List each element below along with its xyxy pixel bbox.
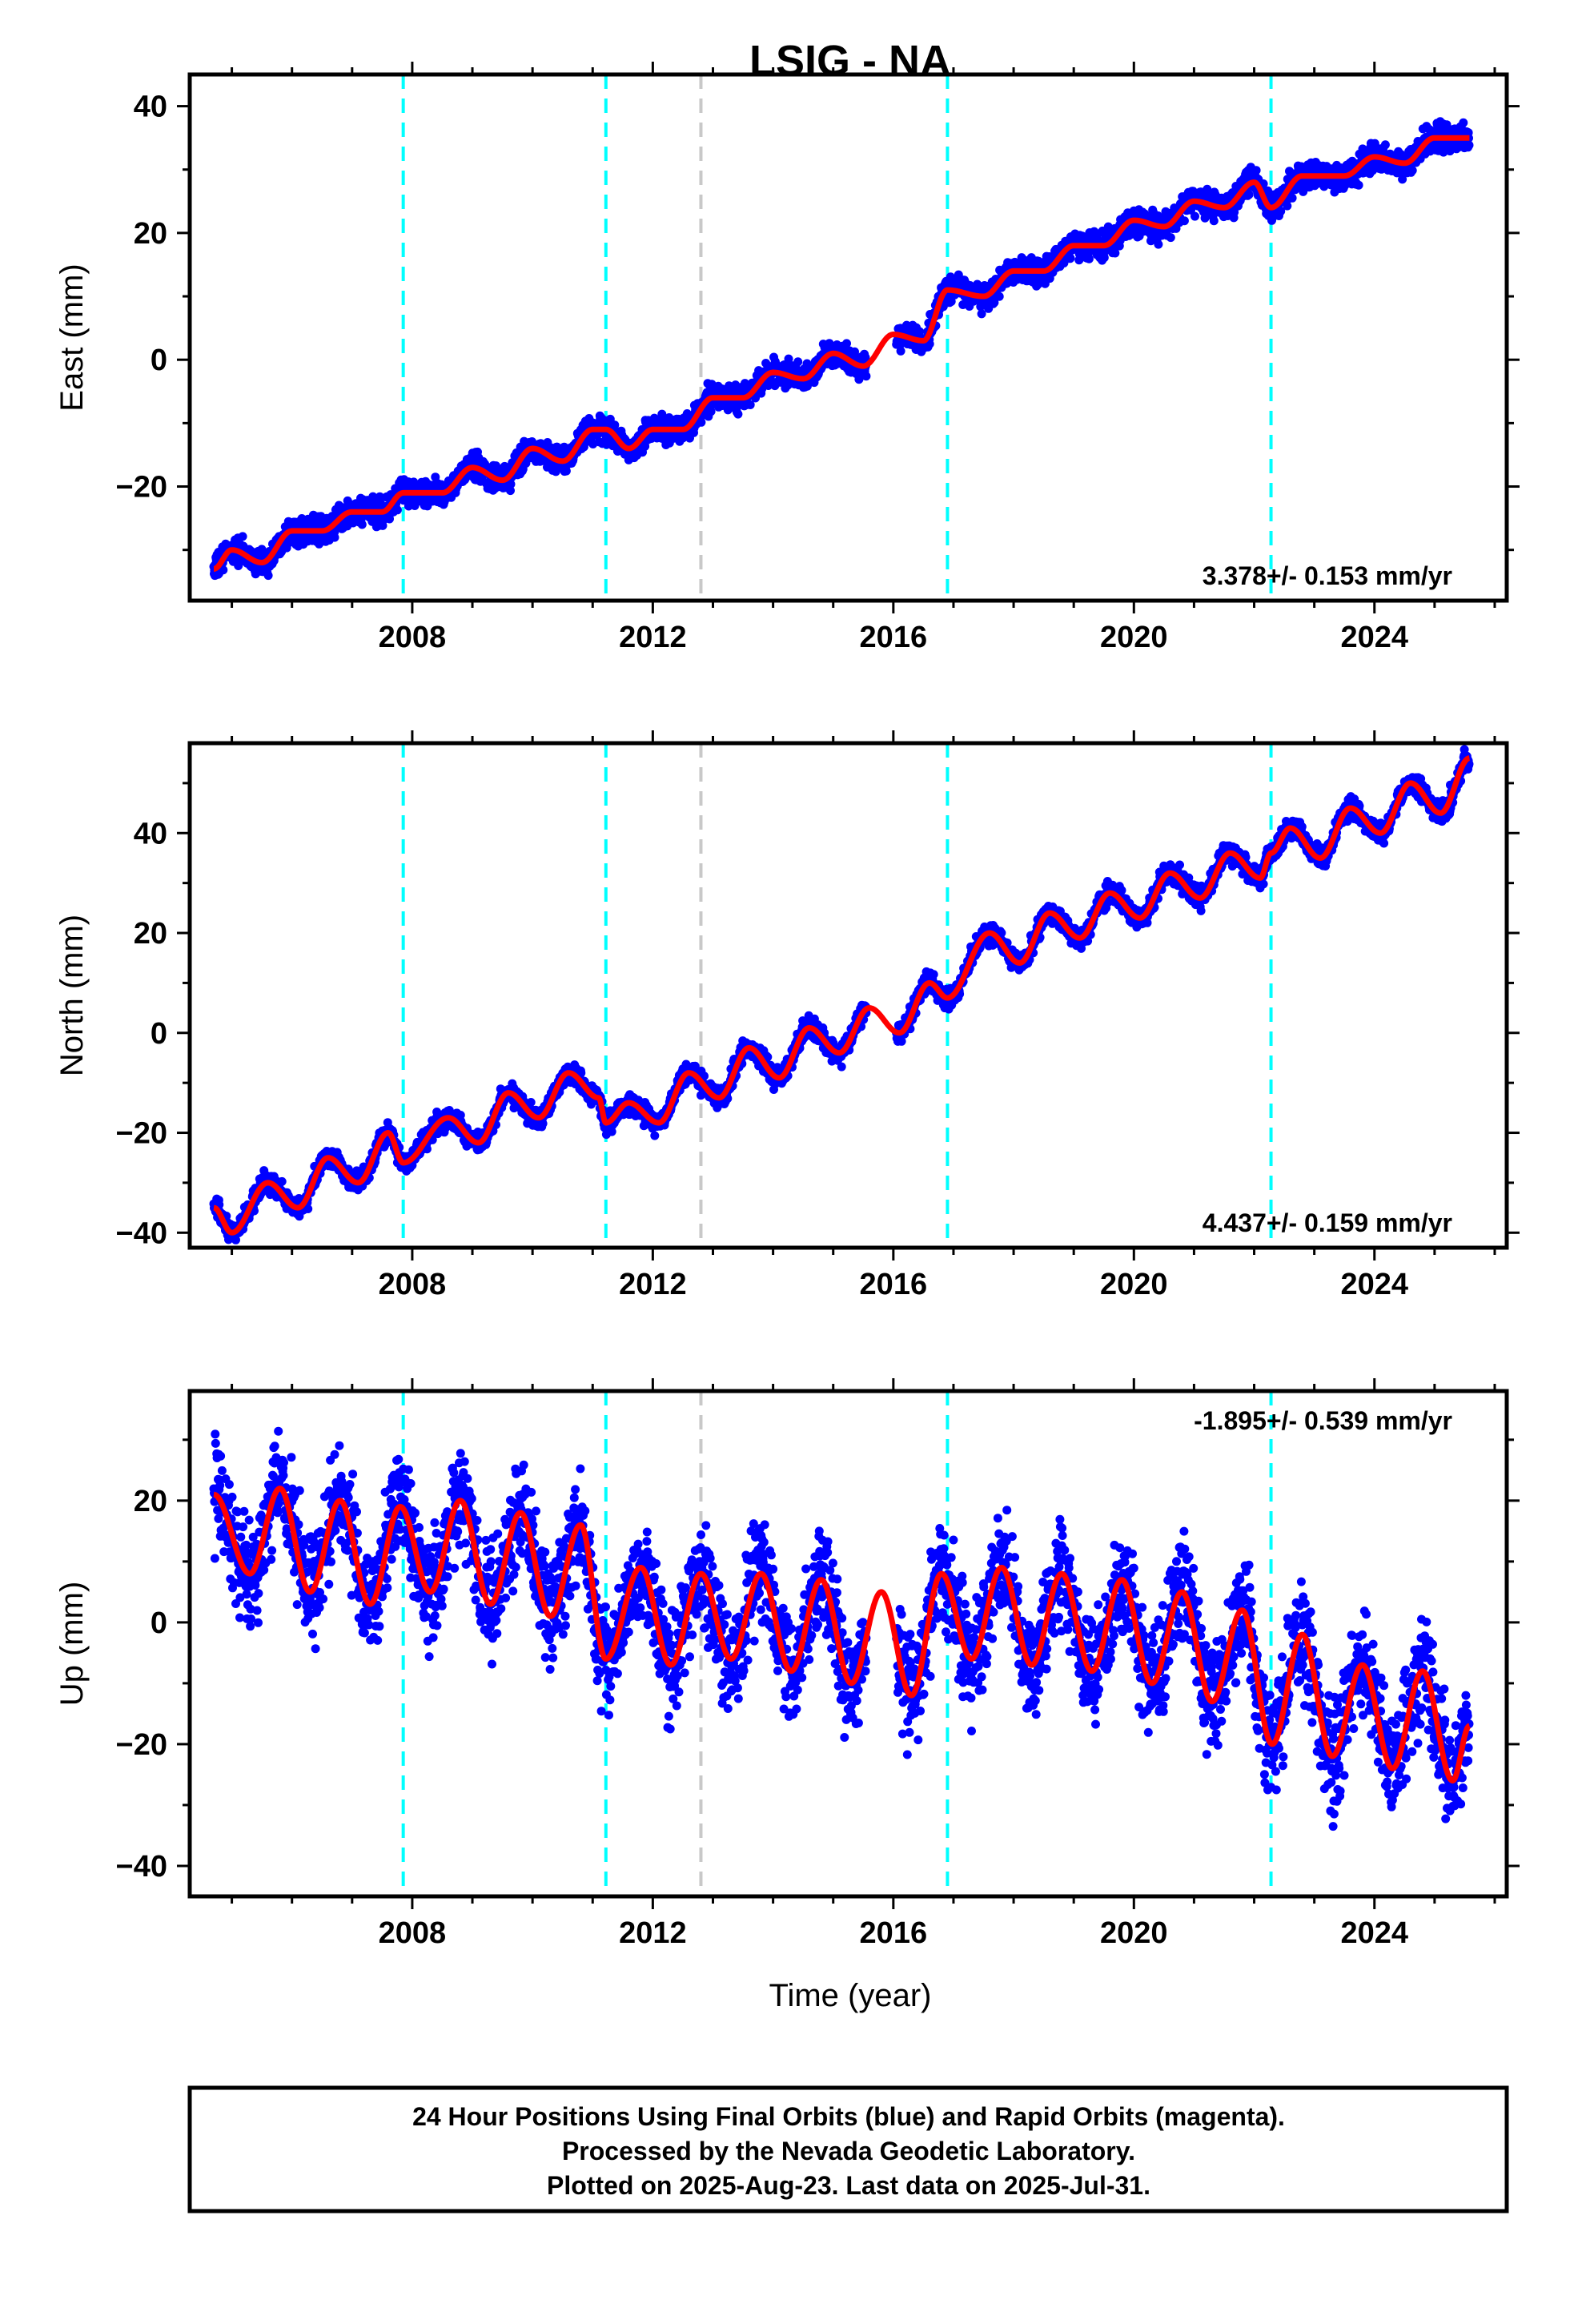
data-point bbox=[861, 372, 871, 381]
data-point bbox=[219, 565, 228, 575]
data-point bbox=[977, 309, 986, 319]
data-point bbox=[238, 532, 247, 541]
data-points-east bbox=[209, 117, 1474, 581]
data-point bbox=[784, 354, 793, 364]
data-point bbox=[560, 442, 569, 452]
figure-title: LSIG - NA bbox=[749, 37, 951, 85]
data-point bbox=[526, 1098, 536, 1107]
data-point bbox=[263, 571, 273, 581]
panels-group: 2008 2012 2016 2020 2024 −20 0 20 40 East (mm) 3.3… bbox=[54, 62, 1520, 1950]
data-point bbox=[706, 407, 716, 416]
data-point bbox=[1066, 253, 1075, 263]
data-point bbox=[946, 297, 956, 306]
data-point bbox=[1209, 216, 1219, 226]
data-point bbox=[733, 409, 743, 419]
x-tick-label: 2016 bbox=[860, 621, 928, 654]
data-point bbox=[561, 466, 571, 476]
y-tick-label: −20 bbox=[116, 471, 167, 505]
data-point bbox=[793, 357, 803, 367]
data-point bbox=[1251, 166, 1261, 175]
data-point bbox=[1464, 140, 1474, 150]
data-point bbox=[392, 505, 402, 515]
y-tick-label: 20 bbox=[134, 217, 167, 251]
data-point bbox=[1354, 180, 1363, 190]
data-point bbox=[850, 347, 859, 356]
data-point bbox=[994, 292, 1004, 301]
data-point bbox=[1059, 259, 1069, 267]
y-tick-label: 0 bbox=[151, 344, 167, 377]
data-point bbox=[1179, 216, 1189, 226]
data-point bbox=[506, 480, 516, 489]
data-point bbox=[277, 1176, 287, 1186]
data-point bbox=[1110, 248, 1120, 258]
panel-east: 2008 2012 2016 2020 2024 −20 0 20 40 East (mm) 3.3… bbox=[54, 62, 1520, 654]
data-point bbox=[896, 346, 905, 356]
velocity-annotation-east: 3.378+/- 0.153 mm/yr bbox=[1203, 561, 1452, 590]
data-point bbox=[842, 339, 851, 348]
x-tick-label: 2024 bbox=[1340, 621, 1408, 654]
y-axis-label-east: East (mm) bbox=[54, 263, 90, 411]
data-point bbox=[1287, 193, 1297, 203]
data-point bbox=[657, 409, 667, 419]
data-point bbox=[375, 492, 384, 501]
data-point bbox=[1154, 239, 1163, 249]
data-points-north bbox=[209, 745, 1474, 1244]
data-point bbox=[1166, 233, 1175, 243]
x-tick-label: 2012 bbox=[619, 621, 687, 654]
data-point bbox=[697, 417, 706, 427]
x-tick-label: 2020 bbox=[1100, 621, 1168, 654]
data-point bbox=[1459, 118, 1468, 127]
data-point bbox=[385, 514, 394, 524]
data-point bbox=[1380, 140, 1390, 150]
data-point bbox=[610, 420, 620, 430]
data-point bbox=[745, 400, 755, 409]
data-point bbox=[330, 533, 339, 542]
data-point bbox=[1099, 253, 1109, 263]
data-point bbox=[1191, 211, 1199, 221]
data-point bbox=[650, 1131, 660, 1140]
x-tick-label: 2008 bbox=[379, 621, 447, 654]
data-point bbox=[506, 486, 515, 496]
data-point bbox=[861, 352, 870, 362]
data-point bbox=[1407, 166, 1417, 175]
data-point bbox=[1084, 254, 1094, 263]
data-point bbox=[357, 520, 367, 529]
data-point bbox=[1244, 190, 1254, 199]
y-tick-label: 40 bbox=[134, 90, 167, 124]
